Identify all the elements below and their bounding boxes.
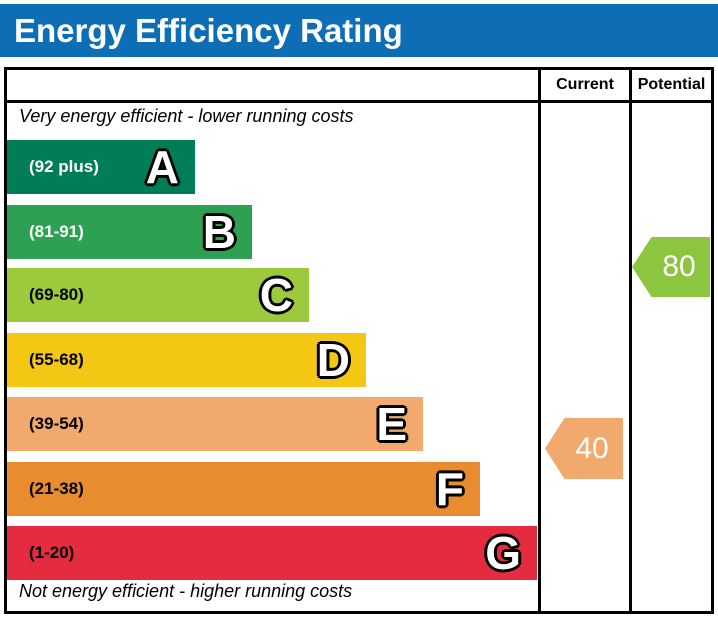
energy-rating-table: Current Potential Very energy efficient … [4,67,714,614]
band-letter-B: B [202,206,236,258]
column-divider-potential [629,70,632,611]
current-rating-value: 40 [575,431,609,465]
band-letter-G: G [485,527,521,579]
band-bar-B: (81-91) B [7,205,252,259]
band-range-label-G: (1-20) [29,543,75,562]
band-row-C: (69-80) C [7,268,309,322]
band-range-label-B: (81-91) [29,222,84,241]
band-bar-C: (69-80) C [7,268,309,322]
column-divider-current [538,70,541,611]
band-letter-A: A [145,141,179,193]
band-range-label-E: (39-54) [29,414,84,433]
band-row-F: (21-38) F [7,462,480,516]
page-title: Energy Efficiency Rating [14,11,403,49]
band-bar-E: (39-54) E [7,397,423,451]
band-letter-F: F [435,463,464,515]
band-row-E: (39-54) E [7,397,423,451]
header-divider [7,100,711,103]
column-header-current: Current [556,76,614,93]
band-range-label-A: (92 plus) [29,157,99,176]
band-letter-E: E [376,398,407,450]
band-row-A: (92 plus) A [7,140,195,194]
top-note: Very energy efficient - lower running co… [19,106,354,126]
band-letter-C: C [259,269,293,321]
band-bar-G: (1-20) G [7,526,537,580]
band-bar-A: (92 plus) A [7,140,195,194]
bottom-note: Not energy efficient - higher running co… [19,581,353,601]
band-row-G: (1-20) G [7,526,537,580]
band-row-B: (81-91) B [7,205,252,259]
potential-rating-arrow: 80 [632,237,710,297]
band-bar-D: (55-68) D [7,333,366,387]
band-letter-D: D [316,334,350,386]
current-rating-arrow: 40 [545,418,623,479]
column-header-potential: Potential [637,76,706,93]
title-bar: Energy Efficiency Rating [0,4,718,57]
band-range-label-C: (69-80) [29,285,84,304]
potential-rating-value: 80 [662,250,696,283]
band-row-D: (55-68) D [7,333,366,387]
band-range-label-F: (21-38) [29,479,84,498]
band-bar-F: (21-38) F [7,462,480,516]
band-range-label-D: (55-68) [29,350,84,369]
